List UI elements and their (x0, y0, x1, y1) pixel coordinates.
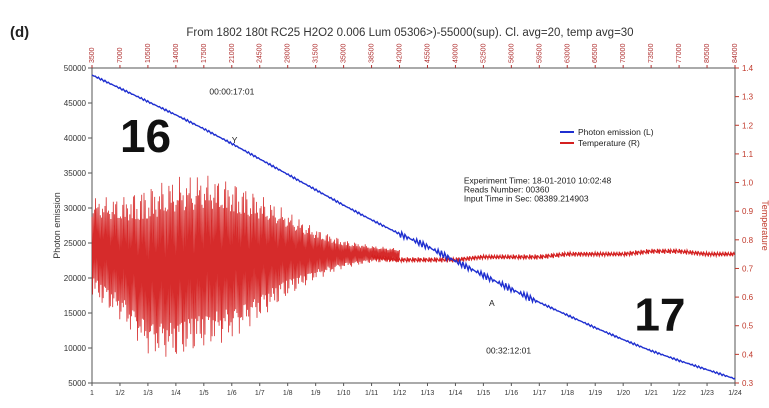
annotation-text: 00:32:12:01 (486, 346, 531, 356)
left-tick-label: 5000 (68, 379, 86, 388)
right-tick-label: 0.7 (742, 264, 754, 273)
top-tick-label: 31500 (313, 43, 320, 63)
bottom-tick-label: 1/22 (672, 390, 686, 397)
bottom-tick-label: 1/6 (227, 390, 237, 397)
right-tick-label: 0.5 (742, 322, 754, 331)
bottom-tick-label: 1/8 (283, 390, 293, 397)
legend-label: Photon emission (L) (578, 127, 654, 137)
y-axis-right-title: Temperature (760, 200, 769, 251)
bottom-tick-label: 1/2 (115, 390, 125, 397)
top-tick-label: 28000 (285, 43, 292, 63)
bottom-tick-label: 1/17 (532, 390, 546, 397)
left-tick-label: 15000 (64, 309, 87, 318)
legend-label: Temperature (R) (578, 138, 640, 148)
top-tick-label: 73500 (648, 43, 655, 63)
right-tick-label: 0.3 (742, 379, 754, 388)
right-tick-label: 1.3 (742, 93, 754, 102)
top-tick-label: 70000 (620, 43, 627, 63)
left-tick-label: 40000 (64, 134, 87, 143)
bottom-tick-label: 1/23 (700, 390, 714, 397)
right-tick-label: 1.1 (742, 150, 754, 159)
bottom-tick-label: 1/18 (560, 390, 574, 397)
top-tick-label: 84000 (732, 43, 739, 63)
top-tick-label: 3500 (89, 47, 96, 63)
right-tick-label: 1.0 (742, 179, 754, 188)
bottom-tick-label: 1/16 (505, 390, 519, 397)
top-tick-label: 77000 (676, 43, 683, 63)
photon-emission-line (91, 74, 736, 380)
top-tick-label: 42000 (397, 43, 404, 63)
top-tick-label: 45500 (424, 43, 431, 63)
right-tick-label: 1.4 (742, 64, 754, 73)
bottom-tick-label: 1/20 (616, 390, 630, 397)
bottom-tick-label: 1/12 (393, 390, 407, 397)
bottom-tick-label: 1 (90, 390, 94, 397)
annotation-text: Experiment Time: 18-01-2010 10:02:48 (464, 176, 612, 186)
bottom-tick-label: 1/13 (421, 390, 435, 397)
left-tick-label: 35000 (64, 169, 87, 178)
top-tick-label: 38500 (369, 43, 376, 63)
top-tick-label: 80500 (704, 43, 711, 63)
bottom-tick-label: 1/5 (199, 390, 209, 397)
left-tick-label: 20000 (64, 274, 87, 283)
top-tick-label: 35000 (341, 43, 348, 63)
annotation-text: Y (232, 135, 238, 145)
y-axis-left-title: Photon emission (52, 192, 62, 259)
temperature-envelope (91, 175, 400, 357)
bottom-tick-label: 1/19 (588, 390, 602, 397)
right-tick-label: 0.9 (742, 207, 754, 216)
top-tick-label: 66500 (592, 43, 599, 63)
annotation-text: 00:00:17:01 (209, 87, 254, 97)
left-tick-label: 30000 (64, 204, 87, 213)
plot-group: 5000045000400003500030000250002000015000… (52, 43, 769, 397)
bottom-tick-label: 1/15 (477, 390, 491, 397)
bottom-tick-label: 1/4 (171, 390, 181, 397)
right-tick-label: 1.2 (742, 121, 754, 130)
top-tick-label: 7000 (117, 47, 124, 63)
annotation-text: Reads Number: 00360 (464, 185, 550, 195)
top-tick-label: 52500 (480, 43, 487, 63)
top-tick-label: 21000 (229, 43, 236, 63)
bottom-tick-label: 1/9 (311, 390, 321, 397)
big-number-label: 16 (120, 110, 171, 162)
top-tick-label: 49000 (452, 43, 459, 63)
top-tick-label: 59500 (536, 43, 543, 63)
temperature-line (371, 247, 736, 264)
bottom-tick-label: 1/14 (449, 390, 463, 397)
bottom-tick-label: 1/24 (728, 390, 742, 397)
annotation-text: A (489, 298, 495, 308)
bottom-tick-label: 1/21 (644, 390, 658, 397)
left-tick-label: 50000 (64, 64, 87, 73)
right-tick-label: 0.8 (742, 236, 754, 245)
top-tick-label: 56000 (508, 43, 515, 63)
top-tick-label: 17500 (201, 43, 208, 63)
left-tick-label: 25000 (64, 239, 87, 248)
right-tick-label: 0.6 (742, 293, 754, 302)
bottom-tick-label: 1/7 (255, 390, 265, 397)
big-number-label: 17 (634, 289, 685, 341)
bottom-tick-label: 1/10 (337, 390, 351, 397)
chart-title: From 1802 180t RC25 H2O2 0.006 Lum 05306… (186, 27, 633, 39)
top-tick-label: 24500 (257, 43, 264, 63)
right-tick-label: 0.4 (742, 350, 754, 359)
annotation-text: Input Time in Sec: 08389.214903 (464, 194, 589, 204)
bottom-tick-label: 1/11 (365, 390, 378, 397)
top-tick-label: 14000 (173, 43, 180, 63)
top-tick-label: 10500 (145, 43, 152, 63)
left-tick-label: 45000 (64, 99, 87, 108)
bottom-tick-label: 1/3 (143, 390, 153, 397)
panel-label: (d) (10, 24, 29, 41)
left-tick-label: 10000 (64, 344, 87, 353)
top-tick-label: 63000 (564, 43, 571, 63)
